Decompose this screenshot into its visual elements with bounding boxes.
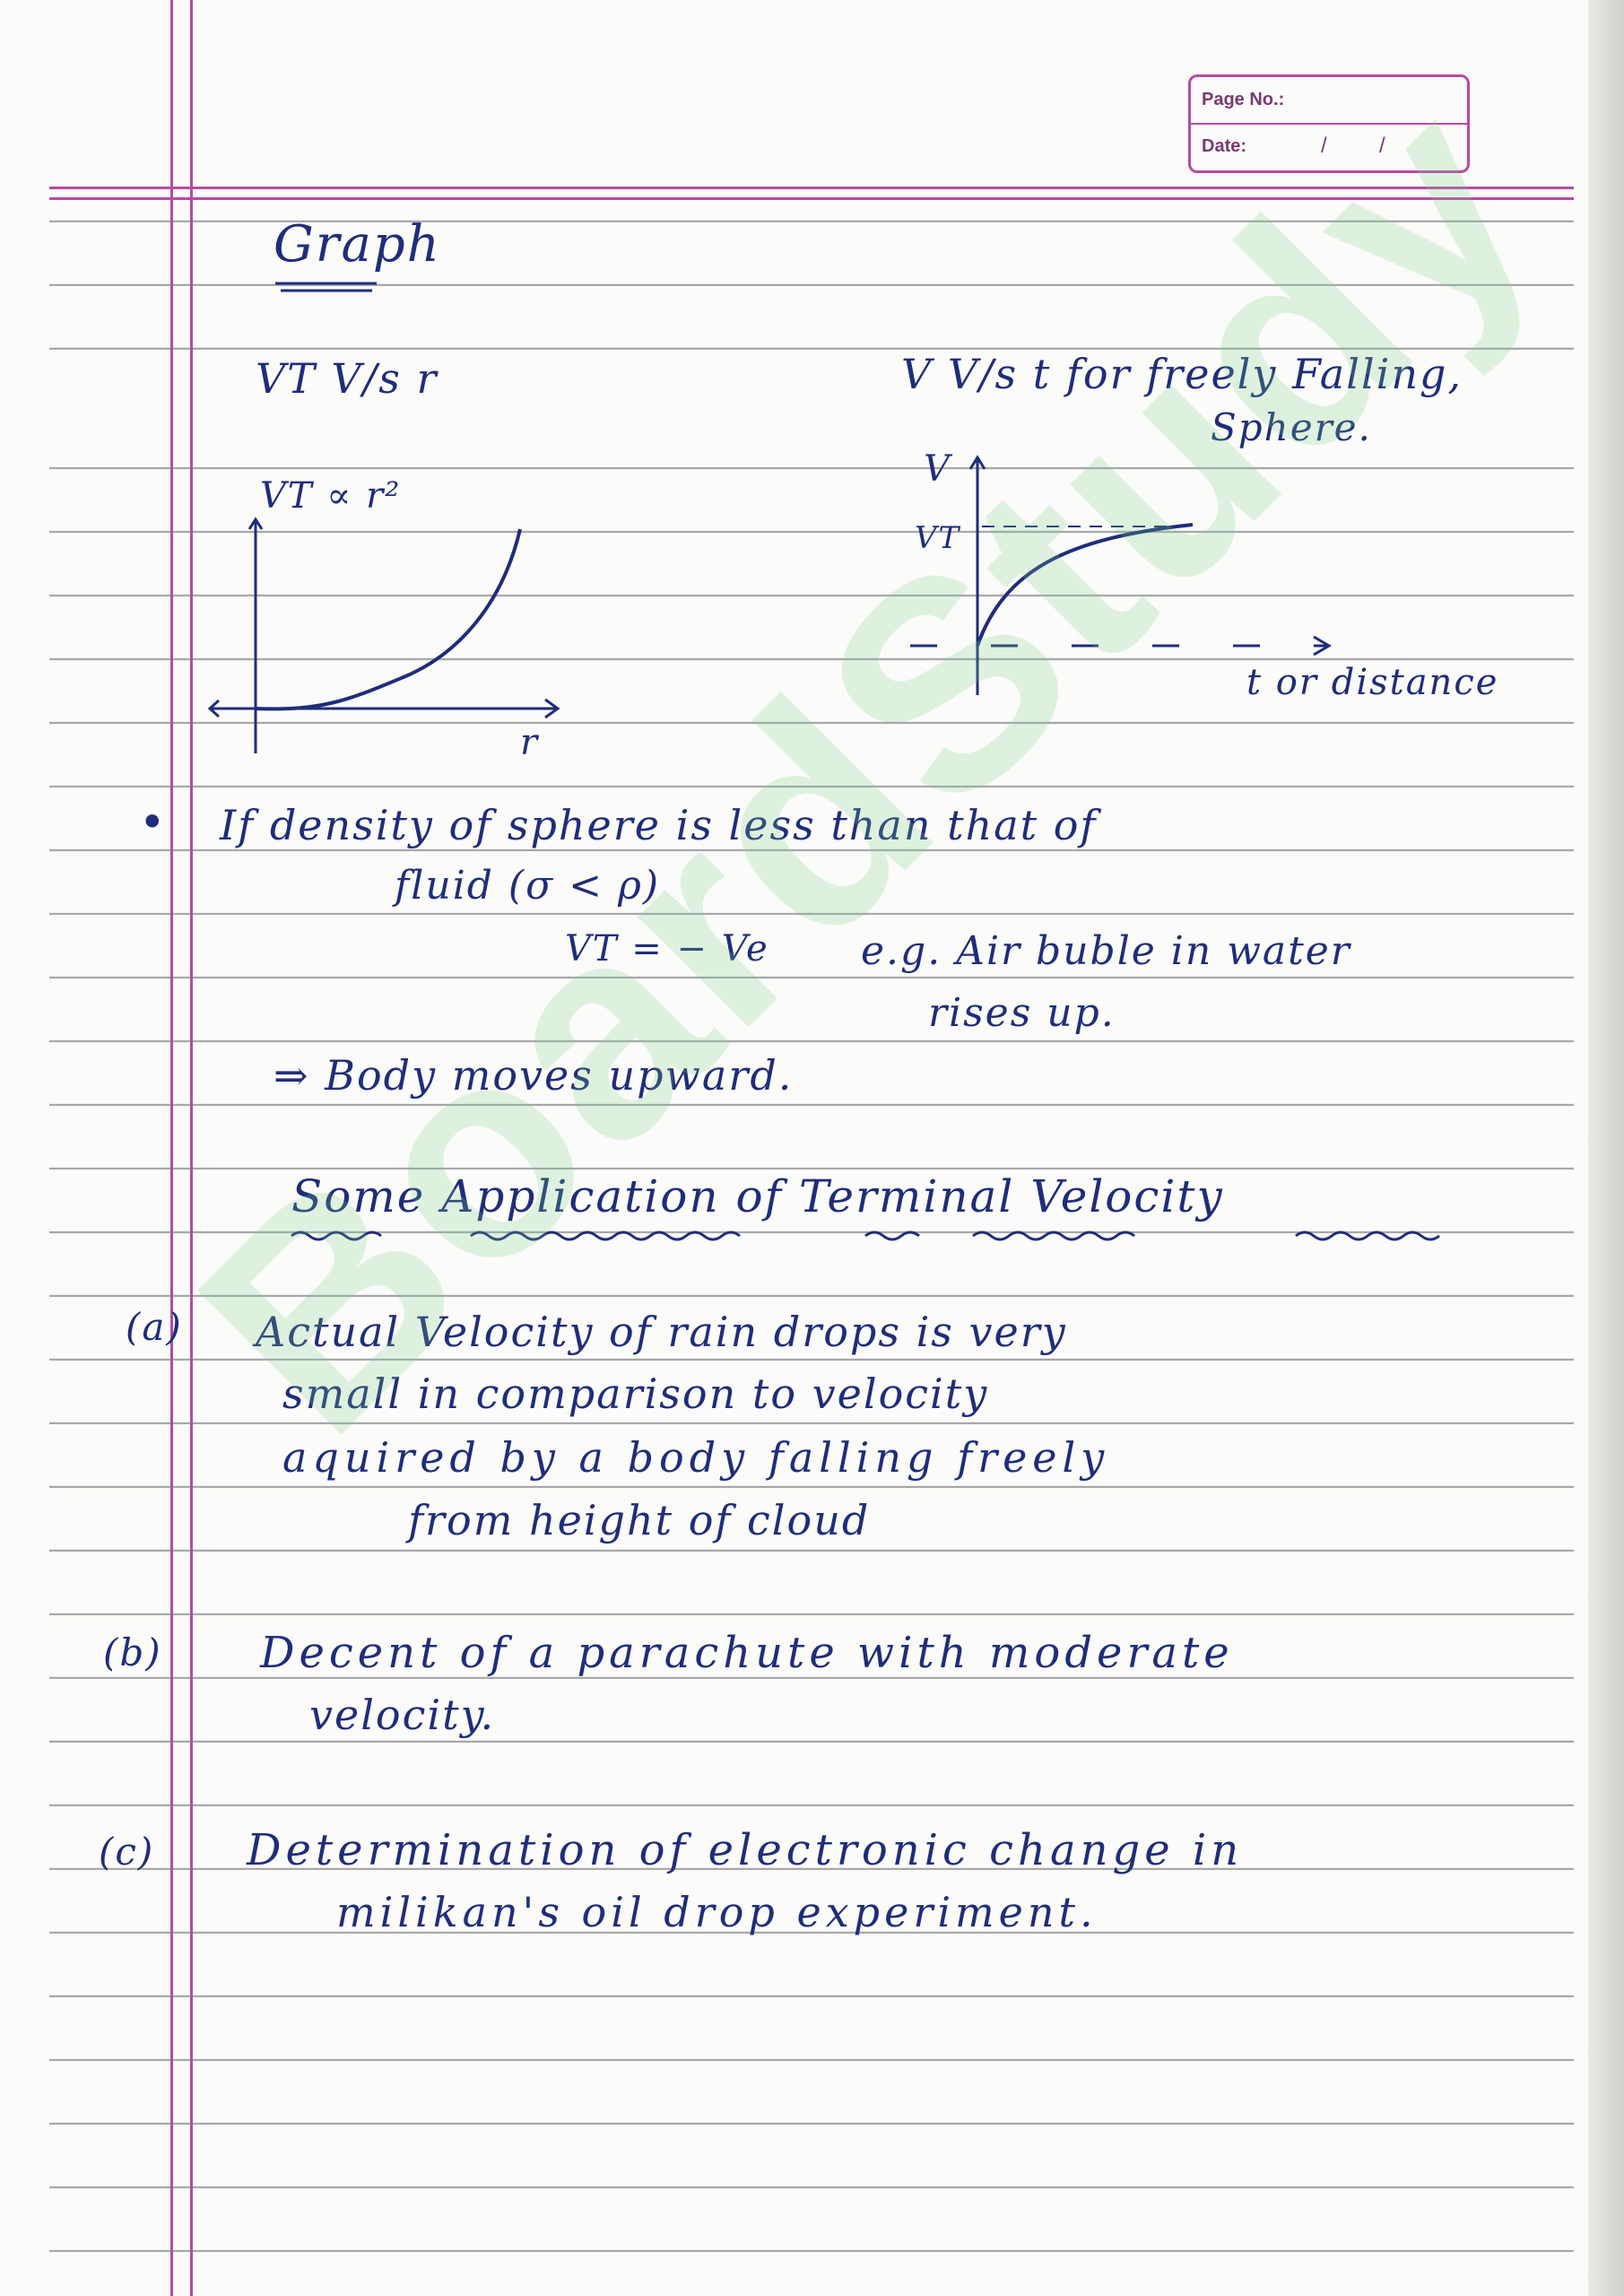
page-heading: Graph [274, 215, 441, 274]
left-graph-relation: VT ∝ r² [260, 475, 402, 517]
left-graph-x-label: r [520, 722, 540, 763]
right-graph-sketch [910, 455, 1332, 695]
item-marker: (c) [99, 1830, 155, 1874]
note-line-2: fluid (σ < ρ) [395, 863, 660, 909]
margin-line [170, 0, 173, 2296]
right-graph-x-label: t or distance [1246, 662, 1499, 703]
section-title: Some Application of Terminal Velocity [291, 1170, 1224, 1222]
right-graph-y-label: V [924, 448, 951, 490]
note-line-1: If density of sphere is less than that o… [220, 801, 1098, 849]
item-line: milikan's oil drop experiment. [336, 1888, 1098, 1936]
item-line: Decent of a parachute with moderate [260, 1628, 1234, 1678]
note-formula: VT = − Ve [565, 928, 769, 970]
date-separator: / [1321, 134, 1327, 158]
item-line: small in comparison to velocity [282, 1370, 989, 1418]
left-graph-sketch [207, 517, 560, 753]
date-separator: / [1379, 134, 1385, 158]
ruled-lines [49, 203, 1574, 2296]
note-example-2: rises up. [928, 990, 1116, 1036]
header-line [49, 197, 1574, 200]
right-graph-vt-mark: VT [915, 520, 961, 556]
page-no-label: Page No.: [1202, 90, 1285, 109]
page-date-box: Page No.: Date: / / [1188, 74, 1470, 173]
right-graph-title-line2: Sphere. [1211, 405, 1372, 449]
item-marker: (b) [103, 1631, 162, 1674]
note-example-1: e.g. Air buble in water [861, 928, 1351, 974]
stamp-divider [1191, 123, 1467, 125]
item-line: Determination of electronic change in [247, 1825, 1244, 1875]
item-line: from height of cloud [408, 1496, 871, 1544]
heading-underline [275, 282, 377, 292]
margin-line [190, 0, 193, 2296]
note-result: ⇒ Body moves upward. [274, 1051, 794, 1100]
left-graph-title: VT V/s r [256, 354, 439, 403]
item-line: Actual Velocity of rain drops is very [256, 1308, 1067, 1356]
item-line: velocity. [309, 1691, 496, 1739]
item-line: aquired by a body falling freely [282, 1433, 1110, 1482]
header-line [49, 187, 1574, 189]
section-title-underline [291, 1231, 1440, 1241]
date-label: Date: [1202, 136, 1247, 156]
bullet: • [139, 796, 168, 848]
item-marker: (a) [126, 1305, 183, 1349]
right-graph-title: V V/s t for freely Falling, [901, 350, 1463, 398]
page-edge [1588, 0, 1624, 2296]
